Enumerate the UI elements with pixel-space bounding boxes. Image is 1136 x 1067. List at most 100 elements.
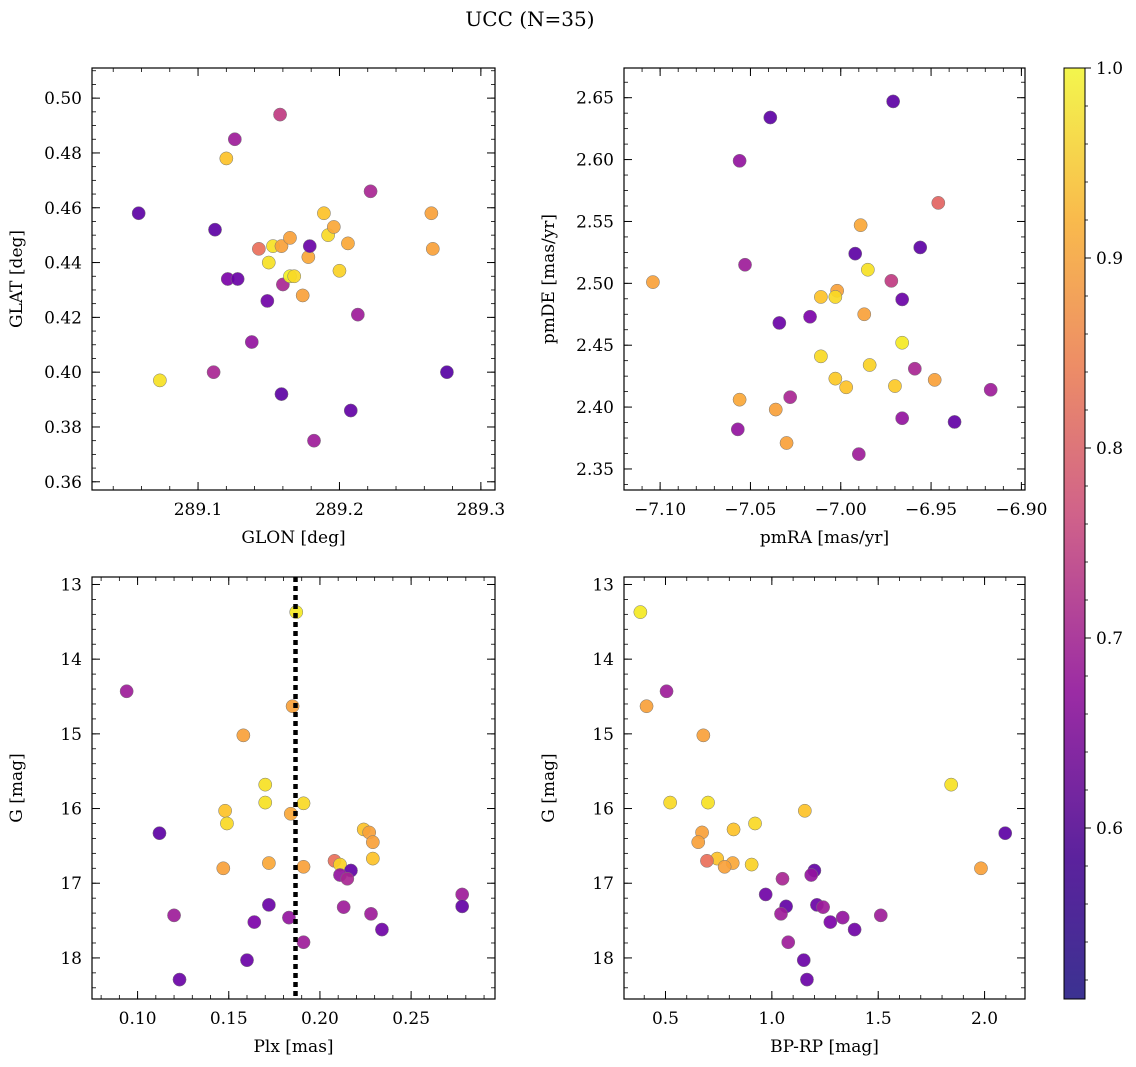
y-tick-label: 0.42 (44, 308, 82, 328)
data-point (851, 447, 866, 461)
axes-frame (91, 67, 496, 491)
data-point (295, 288, 310, 303)
data-point (296, 859, 311, 874)
data-point (732, 153, 747, 168)
data-point (797, 803, 812, 818)
data-point (633, 605, 648, 619)
data-point (873, 908, 888, 923)
data-point (983, 382, 998, 397)
data-point (274, 387, 289, 401)
data-point (208, 222, 222, 237)
x-tick-label: 0.25 (392, 1009, 430, 1029)
data-point (252, 242, 266, 256)
data-point (285, 699, 300, 714)
data-point (886, 94, 900, 109)
data-point (888, 379, 902, 393)
data-point (639, 699, 654, 714)
data-point (696, 728, 711, 743)
y-tick-label: 0.40 (44, 363, 82, 383)
data-point (363, 184, 378, 199)
data-point (744, 857, 759, 872)
figure-title: UCC (N=35) (465, 7, 594, 31)
y-tick-label: 16 (592, 800, 614, 820)
data-point (944, 777, 959, 792)
data-point (340, 871, 355, 886)
y-tick-label: 17 (60, 874, 82, 894)
data-point (336, 900, 351, 914)
y-tick-label: 2.40 (576, 398, 614, 418)
data-point (835, 910, 850, 925)
x-tick-label: −7.05 (724, 500, 776, 520)
data-point (781, 935, 796, 950)
y-tick-label: 0.38 (44, 418, 82, 438)
data-point (332, 263, 347, 278)
data-point (800, 972, 814, 987)
data-point (287, 269, 302, 284)
data-point (167, 908, 181, 923)
data-point (895, 335, 910, 350)
data-point (803, 309, 817, 324)
data-point (804, 868, 819, 882)
data-point (218, 803, 232, 818)
y-tick-label: 13 (592, 575, 614, 595)
y-tick-label: 18 (592, 949, 614, 969)
colorbar-tick-label: 1.0 (1096, 59, 1123, 79)
data-point (247, 915, 262, 929)
data-point (375, 922, 389, 937)
y-tick-label: 0.36 (44, 473, 82, 493)
data-point (998, 826, 1013, 841)
data-point (350, 307, 365, 322)
data-point (814, 290, 828, 304)
data-point (273, 107, 287, 122)
data-point (862, 358, 877, 372)
data-point (772, 316, 787, 330)
data-point (260, 294, 275, 308)
data-point (341, 236, 355, 251)
data-point (343, 403, 358, 418)
data-point (700, 853, 714, 868)
data-point (768, 402, 783, 417)
data-point (364, 907, 378, 921)
y-tick-label: 15 (60, 725, 82, 745)
y-tick-label: 16 (60, 800, 82, 820)
data-point (119, 684, 134, 699)
y-axis-label: G [mag] (7, 753, 27, 822)
data-point (763, 110, 778, 125)
axes-frame (91, 576, 496, 1000)
x-tick-label: 0.10 (119, 1009, 157, 1029)
data-point (153, 373, 167, 388)
data-point (283, 231, 297, 245)
y-tick-label: 13 (60, 575, 82, 595)
colorbar-tick-label: 0.9 (1096, 249, 1123, 269)
x-tick-label: 289.1 (174, 500, 223, 520)
x-tick-label: −6.95 (905, 500, 957, 520)
data-point (748, 816, 762, 831)
y-tick-label: 0.46 (44, 199, 82, 219)
data-point (455, 887, 470, 902)
data-point (302, 239, 317, 253)
y-tick-label: 2.65 (576, 89, 614, 109)
data-point (262, 856, 276, 870)
data-point (365, 835, 380, 850)
data-point (732, 392, 747, 407)
y-tick-label: 2.35 (576, 460, 614, 480)
data-point (828, 290, 843, 304)
data-point (730, 422, 745, 437)
data-point (814, 349, 828, 364)
data-point (326, 220, 341, 234)
data-point (796, 953, 811, 968)
data-point (663, 795, 678, 810)
x-tick-label: 1.0 (758, 1009, 785, 1029)
data-point (440, 365, 454, 380)
colorbar-tick-label: 0.6 (1096, 819, 1123, 839)
y-tick-label: 14 (592, 650, 614, 670)
x-tick-label: 0.15 (210, 1009, 248, 1029)
y-tick-label: 2.55 (576, 212, 614, 232)
y-tick-label: 2.45 (576, 336, 614, 356)
x-tick-label: 0.5 (652, 1009, 679, 1029)
data-point (853, 218, 868, 233)
y-tick-label: 14 (60, 650, 82, 670)
panel-plx-g: 0.10 0.15 0.20 0.25 13 14 15 16 17 18 Plx [mas] G [… (7, 575, 496, 1057)
data-point (307, 433, 321, 448)
